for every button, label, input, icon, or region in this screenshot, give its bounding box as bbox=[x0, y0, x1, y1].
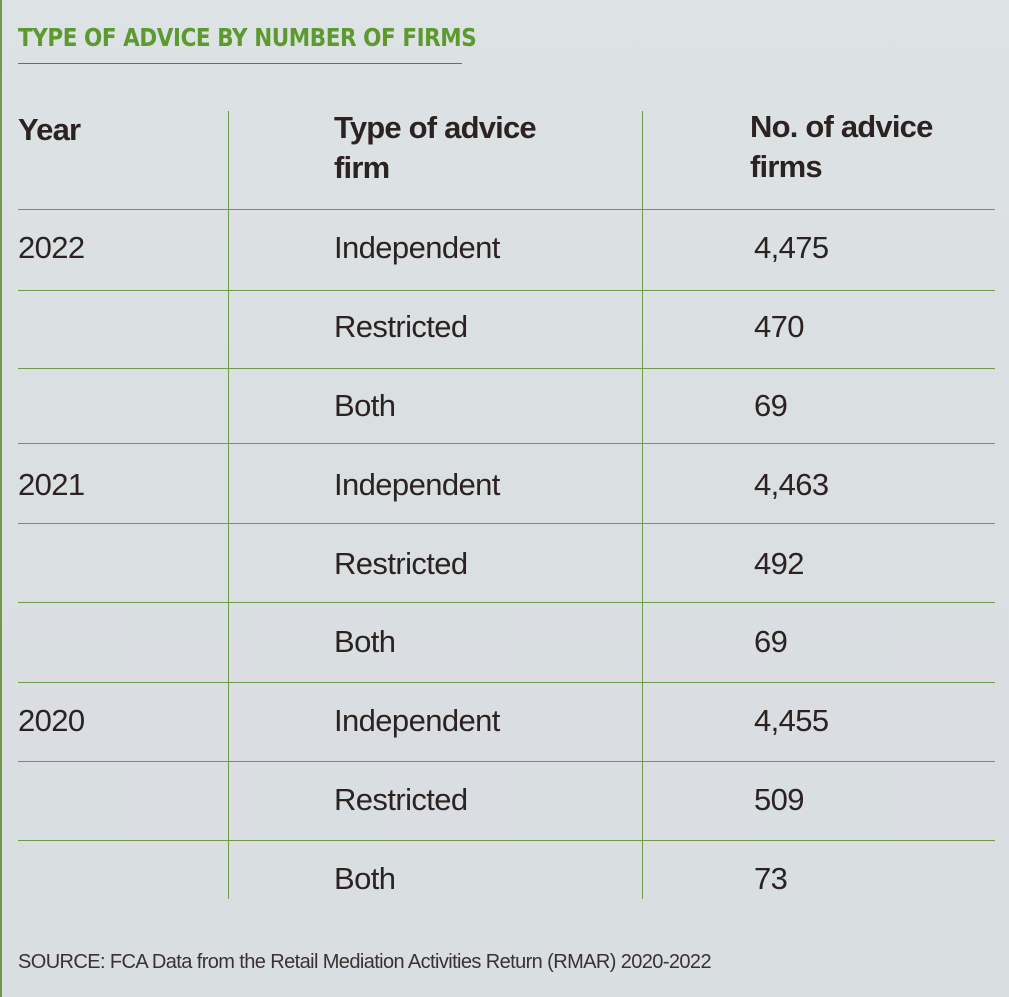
header-type-of-advice-firm: Type of advice firm bbox=[334, 110, 537, 185]
cell-count: 4,463 bbox=[754, 467, 829, 502]
header-number-of-advice-firms: No. of advice firms bbox=[750, 109, 933, 184]
cell-count: 4,455 bbox=[754, 703, 829, 738]
row-divider bbox=[18, 840, 995, 841]
cell-type: Both bbox=[334, 624, 396, 659]
cell-type: Restricted bbox=[334, 309, 468, 344]
cell-count: 69 bbox=[754, 388, 788, 423]
header-year: Year bbox=[18, 112, 81, 147]
title-underline bbox=[18, 63, 462, 64]
cell-year: 2021 bbox=[18, 467, 85, 502]
row-divider bbox=[18, 290, 995, 291]
cell-type: Restricted bbox=[334, 546, 468, 581]
cell-type: Restricted bbox=[334, 782, 468, 817]
cell-year: 2022 bbox=[18, 230, 85, 265]
cell-count: 509 bbox=[754, 782, 805, 817]
row-divider bbox=[18, 523, 995, 524]
row-divider bbox=[18, 443, 995, 444]
row-divider bbox=[18, 761, 995, 762]
cell-type: Independent bbox=[334, 703, 500, 738]
cell-type: Independent bbox=[334, 467, 500, 502]
source-note: SOURCE: FCA Data from the Retail Mediati… bbox=[18, 951, 712, 973]
cell-type: Both bbox=[334, 388, 396, 423]
cell-year: 2020 bbox=[18, 703, 85, 738]
cell-count: 73 bbox=[754, 861, 788, 896]
cell-count: 69 bbox=[754, 624, 788, 659]
row-divider bbox=[18, 209, 995, 210]
column-divider-1 bbox=[228, 111, 229, 899]
cell-count: 492 bbox=[754, 546, 805, 581]
cell-count: 4,475 bbox=[754, 230, 829, 265]
cell-count: 470 bbox=[754, 309, 805, 344]
cell-type: Both bbox=[334, 861, 396, 896]
page-title: TYPE OF ADVICE BY NUMBER OF FIRMS bbox=[18, 23, 477, 52]
row-divider bbox=[18, 368, 995, 369]
left-accent-rule bbox=[0, 0, 2, 997]
row-divider bbox=[18, 602, 995, 603]
row-divider bbox=[18, 682, 995, 683]
column-divider-2 bbox=[642, 111, 643, 899]
cell-type: Independent bbox=[334, 230, 500, 265]
